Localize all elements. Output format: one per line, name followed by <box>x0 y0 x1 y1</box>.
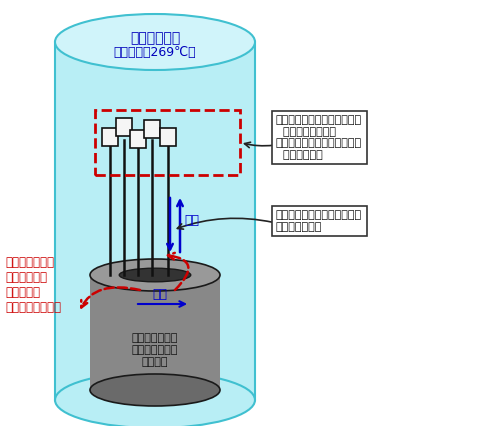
Ellipse shape <box>90 374 220 406</box>
Text: 接合するためにコイルから引
き出された線材: 接合するためにコイルから引 き出された線材 <box>276 210 362 232</box>
FancyArrowPatch shape <box>81 287 140 308</box>
FancyArrowPatch shape <box>168 253 188 290</box>
Text: 長い線材を巻い
て作られた超電
導コイル: 長い線材を巻い て作られた超電 導コイル <box>132 334 178 367</box>
Polygon shape <box>55 42 255 400</box>
Polygon shape <box>90 275 220 390</box>
Text: 電流: 電流 <box>184 213 199 227</box>
Bar <box>130 130 146 148</box>
Text: 電流: 電流 <box>152 288 168 300</box>
Bar <box>102 128 118 146</box>
Text: 超電導コイルが
発生する磁場
（コイルに
近づくほど強い）: 超電導コイルが 発生する磁場 （コイルに 近づくほど強い） <box>5 256 61 314</box>
Ellipse shape <box>120 268 191 282</box>
Bar <box>95 110 240 175</box>
Text: 液体ヘリウム: 液体ヘリウム <box>130 31 180 45</box>
Ellipse shape <box>55 14 255 70</box>
Bar <box>144 120 160 138</box>
Ellipse shape <box>55 372 255 426</box>
Bar <box>160 128 176 146</box>
Text: ・線材の接合部（多いもので
  は数十箇所以上）
・コイルから離れた磁場の弱
  い場所に設置: ・線材の接合部（多いもので は数十箇所以上） ・コイルから離れた磁場の弱 い場所… <box>276 115 362 160</box>
Ellipse shape <box>90 259 220 291</box>
Bar <box>116 118 132 136</box>
Text: （マイナス269℃）: （マイナス269℃） <box>114 46 196 58</box>
